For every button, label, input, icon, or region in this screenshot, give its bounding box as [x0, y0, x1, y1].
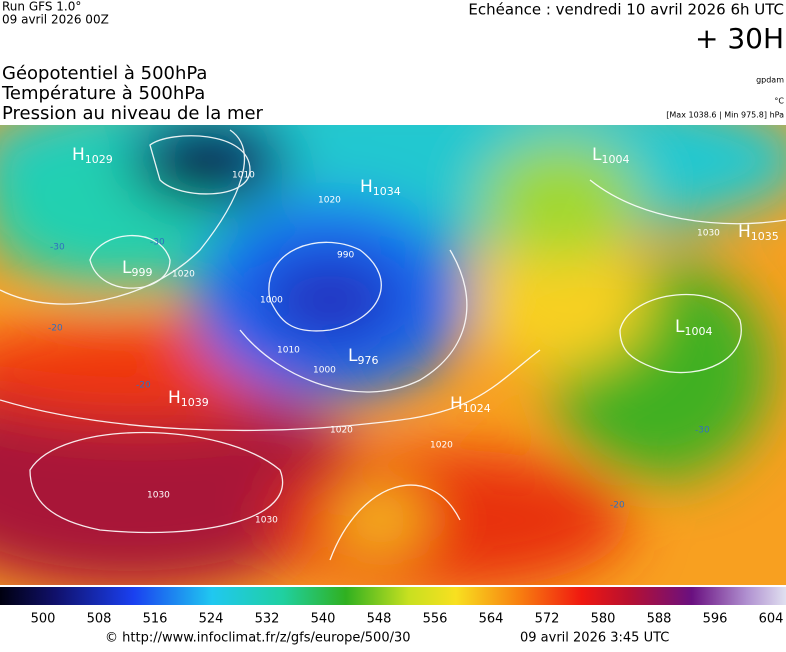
center-letter: L	[592, 145, 602, 165]
pressure-center: H1034	[360, 177, 401, 198]
pressure-center: H1039	[168, 388, 209, 409]
center-letter: L	[348, 346, 358, 366]
center-letter: H	[450, 394, 463, 414]
colorbar-label: 556	[423, 612, 448, 627]
pressure-center: L999	[122, 258, 152, 279]
isobar-label: 1020	[430, 441, 453, 451]
colorbar-label: 508	[87, 612, 112, 627]
center-value: 999	[131, 266, 152, 279]
colorbar-label: 572	[535, 612, 560, 627]
center-value: 1034	[373, 185, 401, 198]
isobar-label: 1010	[277, 346, 300, 356]
colorbar-label: 596	[703, 612, 728, 627]
temperature-label: -30	[695, 426, 710, 436]
isobar-label: 1020	[172, 270, 195, 280]
center-value: 1024	[463, 402, 491, 415]
temperature-label: -30	[50, 243, 65, 253]
isobar-label: 1020	[330, 426, 353, 436]
center-value: 1004	[684, 325, 712, 338]
isobar-label: 1030	[147, 491, 170, 501]
colorbar-label: 588	[647, 612, 672, 627]
temperature-label: -20	[610, 501, 625, 511]
isobar-label: 990	[337, 251, 354, 261]
colorbar-label: 500	[31, 612, 56, 627]
center-letter: H	[72, 145, 85, 165]
colorbar-label: 580	[591, 612, 616, 627]
offset: + 30H	[695, 22, 784, 55]
pressure-center: H1024	[450, 394, 491, 415]
unit: °C	[774, 97, 784, 106]
run: Run GFS 1.0°	[2, 0, 81, 14]
center-value: 1004	[601, 153, 629, 166]
colorbar-label: 532	[255, 612, 280, 627]
colorbar-label: 604	[759, 612, 784, 627]
temperature-label: -30	[150, 238, 165, 248]
center-letter: H	[168, 388, 181, 408]
center-value: 1029	[85, 153, 113, 166]
pressure-center: L976	[348, 346, 378, 367]
pressure-center: L1004	[592, 145, 629, 166]
pressure-center: H1029	[72, 145, 113, 166]
isobar-label: 1000	[313, 366, 336, 376]
colorbar-label: 540	[311, 612, 336, 627]
colorbar-label: 516	[143, 612, 168, 627]
temperature-label: -20	[48, 324, 63, 334]
colorbar-label: 564	[479, 612, 504, 627]
map	[0, 125, 786, 585]
unit: [Max 1038.6 | Min 975.8] hPa	[666, 111, 784, 120]
isobar-label: 1010	[232, 171, 255, 181]
pressure-center: L1004	[675, 317, 712, 338]
footer-url: © http://www.infoclimat.fr/z/gfs/europe/…	[105, 631, 411, 646]
center-letter: L	[675, 317, 685, 337]
center-letter: L	[122, 258, 132, 278]
center-value: 976	[357, 354, 378, 367]
center-value: 1035	[751, 230, 779, 243]
temperature-label: -20	[136, 381, 151, 391]
center-value: 1039	[181, 396, 209, 409]
title: Géopotentiel à 500hPa	[2, 63, 207, 84]
unit: gpdam	[756, 76, 784, 85]
colorbar	[0, 587, 786, 605]
center-letter: H	[738, 222, 751, 242]
title: Température à 500hPa	[1, 83, 205, 104]
echeance: Echéance : vendredi 10 avril 2026 6h UTC	[468, 1, 784, 19]
footer-date: 09 avril 2026 3:45 UTC	[520, 631, 669, 646]
isobar-label: 1020	[318, 196, 341, 206]
colorbar-label: 524	[199, 612, 224, 627]
colorbar-label: 548	[367, 612, 392, 627]
title: Pression au niveau de la mer	[2, 103, 264, 124]
isobar-label: 1030	[697, 229, 720, 239]
pressure-center: H1035	[738, 222, 779, 243]
isobar-label: 1000	[260, 296, 283, 306]
isobar-label: 1030	[255, 516, 278, 526]
run-date: 09 avril 2026 00Z	[2, 13, 109, 27]
center-letter: H	[360, 177, 373, 197]
